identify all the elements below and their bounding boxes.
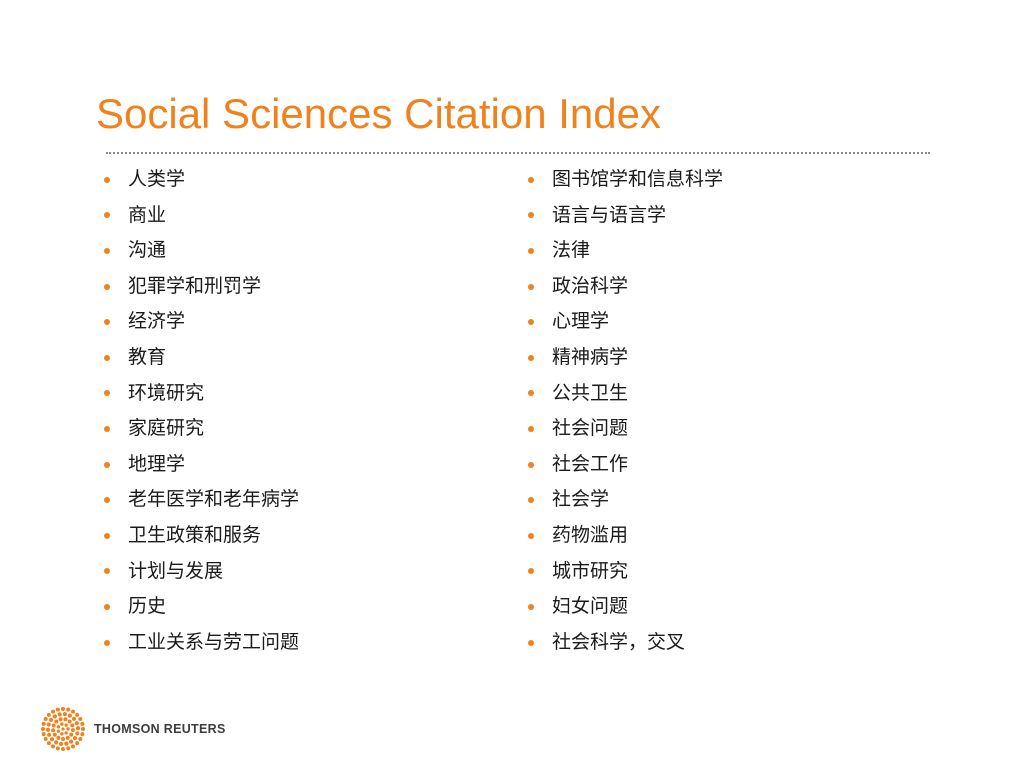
bullet-icon: [528, 425, 534, 432]
list-item-label: 公共卫生: [552, 381, 629, 404]
thomson-reuters-logo: THOMSON REUTERS: [40, 706, 226, 752]
list-item: 犯罪学和刑罚学: [104, 269, 299, 305]
subject-list-left: 人类学商业沟通犯罪学和刑罚学 经济学教育环境研究家庭研究地理学老年医学和老年病学卫…: [104, 162, 299, 660]
bullet-icon: [104, 532, 110, 539]
bullet-icon: [528, 390, 534, 397]
bullet-icon: [104, 497, 110, 504]
bullet-icon: [104, 212, 110, 219]
list-item-label: 人类学: [128, 168, 186, 190]
list-item-label: 政治科学: [552, 274, 629, 297]
bullet-icon: [528, 354, 534, 361]
list-item: 政治科学: [528, 269, 723, 305]
title-divider: [106, 152, 930, 154]
list-item-label: 图书馆学和信息科学: [552, 168, 724, 190]
list-item: 社会问题: [528, 411, 723, 447]
list-item: 法律: [528, 233, 723, 269]
list-item: 社会科学，交叉: [528, 625, 723, 661]
orange-dot-circle-icon: [41, 707, 85, 751]
list-item: 人类学: [104, 162, 299, 198]
list-item-label: 语言与语言学: [552, 203, 667, 226]
bullet-icon: [528, 497, 534, 504]
list-item-label: 地理学: [128, 452, 186, 475]
bullet-icon: [528, 603, 534, 610]
list-item: 语言与语言学: [528, 198, 723, 234]
list-item-label: 沟通: [128, 239, 167, 262]
bullet-icon: [104, 390, 110, 397]
bullet-icon: [104, 425, 110, 432]
list-item: 图书馆学和信息科学: [528, 162, 723, 198]
list-item-label: 卫生政策和服务: [128, 523, 262, 546]
list-item-label: 社会问题: [552, 417, 629, 440]
bullet-icon: [104, 247, 110, 254]
slide-title: Social Sciences Citation Index: [96, 90, 661, 137]
list-item: 经济学: [104, 304, 299, 340]
list-item: 教育: [104, 340, 299, 376]
list-item-label: 教育: [128, 345, 167, 368]
list-item: 老年医学和老年病学: [104, 482, 299, 518]
list-item-label: 妇女问题: [552, 595, 629, 618]
bullet-icon: [104, 639, 110, 646]
list-item: 心理学: [528, 304, 723, 340]
list-item-label: 社会学: [552, 488, 610, 511]
logo-text: THOMSON REUTERS: [94, 722, 226, 736]
list-item-label: 社会工作: [552, 452, 629, 475]
bullet-icon: [104, 461, 110, 468]
list-item: 计划与发展: [104, 554, 299, 590]
bullet-icon: [528, 639, 534, 646]
list-item: 社会工作: [528, 447, 723, 483]
bullet-icon: [528, 461, 534, 468]
bullet-icon: [528, 176, 534, 183]
list-item-label: 计划与发展: [128, 559, 224, 582]
list-item: 沟通: [104, 233, 299, 269]
list-item-label: 商业: [128, 203, 167, 226]
list-item-label: 犯罪学和刑罚学: [128, 274, 262, 297]
bullet-icon: [104, 176, 110, 183]
bullet-icon: [104, 354, 110, 361]
list-item: 城市研究: [528, 554, 723, 590]
bullet-icon: [528, 247, 534, 254]
bullet-icon: [104, 283, 110, 290]
list-item-label: 法律: [552, 239, 591, 262]
list-item: 家庭研究: [104, 411, 299, 447]
bullet-icon: [528, 319, 534, 326]
list-item: 工业关系与劳工问题: [104, 625, 299, 661]
list-item-label: 社会科学，交叉: [552, 630, 686, 653]
list-item-label: 工业关系与劳工问题: [128, 630, 300, 653]
list-item-label: 精神病学: [552, 345, 629, 368]
list-item-label: 心理学: [552, 310, 610, 333]
list-item: 卫生政策和服务: [104, 518, 299, 554]
bullet-icon: [528, 568, 534, 575]
bullet-icon: [528, 532, 534, 539]
list-item-label: 历史: [128, 595, 167, 618]
bullet-icon: [528, 212, 534, 219]
list-item-label: 环境研究: [128, 381, 205, 404]
list-item: 地理学: [104, 447, 299, 483]
list-item: 商业: [104, 198, 299, 234]
list-item-label: 药物滥用: [552, 523, 629, 546]
list-item: 历史: [104, 589, 299, 625]
list-item: 环境研究: [104, 376, 299, 412]
subject-list-right: 图书馆学和信息科学 语言与语言学 法律政治科学心理学精神病学公共卫生社会问题社会工作…: [528, 162, 723, 660]
list-item-label: 城市研究: [552, 559, 629, 582]
list-item-label: 经济学: [128, 310, 186, 333]
list-item-label: 老年医学和老年病学: [128, 488, 300, 511]
bullet-icon: [528, 283, 534, 290]
list-item: 精神病学: [528, 340, 723, 376]
list-item-label: 家庭研究: [128, 417, 205, 440]
bullet-icon: [104, 568, 110, 575]
bullet-icon: [104, 603, 110, 610]
list-item: 社会学: [528, 482, 723, 518]
list-item: 妇女问题: [528, 589, 723, 625]
list-item: 药物滥用: [528, 518, 723, 554]
list-item: 公共卫生: [528, 376, 723, 412]
bullet-icon: [104, 319, 110, 326]
